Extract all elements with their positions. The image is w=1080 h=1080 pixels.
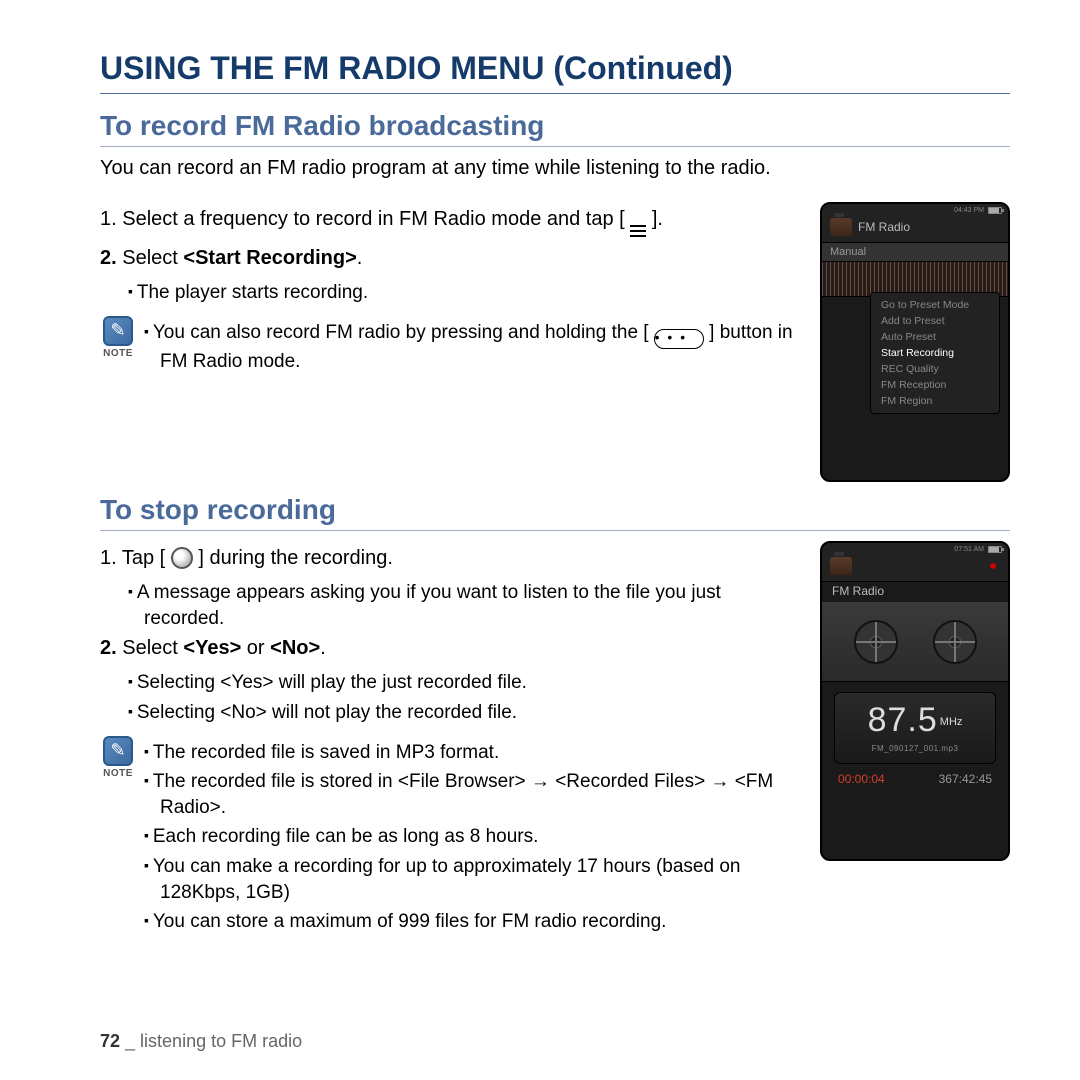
note-icon: ✎ xyxy=(103,736,133,766)
device1-context-menu: Go to Preset Mode Add to Preset Auto Pre… xyxy=(870,292,1000,414)
step-2-num: 2. xyxy=(100,247,122,269)
step-1: 1. Select a frequency to record in FM Ra… xyxy=(100,208,802,237)
stop-bullet-2: Selecting <Yes> will play the just recor… xyxy=(100,670,802,696)
recording-indicator-icon xyxy=(990,563,996,569)
section-stop-title: To stop recording xyxy=(100,494,1010,531)
frequency-panel: 87.5MHz FM_090127_001.mp3 xyxy=(834,692,996,764)
radio-icon xyxy=(830,557,852,575)
stop-step-2-select: Select xyxy=(122,637,183,659)
elapsed-time: 00:00:04 xyxy=(838,772,885,786)
device2-time: 07:51 AM xyxy=(954,546,984,553)
footer-sep: _ xyxy=(120,1031,140,1051)
note-1-text: You can also record FM radio by pressing… xyxy=(144,320,802,375)
stop-step-2-dot: . xyxy=(320,637,326,659)
stop-step-2-or: or xyxy=(241,637,270,659)
cassette-reel-icon xyxy=(854,620,898,664)
stop-bullet-3: Selecting <No> will not play the recorde… xyxy=(100,700,802,726)
step-2-bullet: The player starts recording. xyxy=(100,280,802,306)
note2-item: You can store a maximum of 999 files for… xyxy=(144,909,802,935)
page-title: USING THE FM RADIO MENU (Continued) xyxy=(100,50,1010,94)
device-screenshot-menu: 04:43 PM FM Radio Manual Go to Preset Mo… xyxy=(820,202,1010,482)
note-label: NOTE xyxy=(103,348,133,359)
recording-times: 00:00:04 367:42:45 xyxy=(822,770,1008,796)
note2-item: Each recording file can be as long as 8 … xyxy=(144,824,802,850)
step-1-text-b: ]. xyxy=(646,208,663,230)
note-label: NOTE xyxy=(103,768,133,779)
section-record-intro: You can record an FM radio program at an… xyxy=(100,157,1010,180)
stop-step-2-no: <No> xyxy=(270,637,320,659)
stop-step-1: 1. Tap [ ] during the recording. xyxy=(100,547,802,570)
menu-item[interactable]: Go to Preset Mode xyxy=(871,297,999,313)
footer-text: listening to FM radio xyxy=(140,1031,302,1051)
menu-item[interactable]: REC Quality xyxy=(871,361,999,377)
cassette-reel-icon xyxy=(933,620,977,664)
radio-icon xyxy=(830,218,852,236)
step-2: 2. Select <Start Recording>. xyxy=(100,247,802,270)
page-footer: 72 _ listening to FM radio xyxy=(100,1031,302,1052)
device1-time: 04:43 PM xyxy=(954,207,984,214)
recording-filename: FM_090127_001.mp3 xyxy=(835,744,995,753)
cassette-graphic xyxy=(822,602,1008,682)
device-screenshot-recording: 07:51 AM FM Radio 87.5MHz FM_090127_001.… xyxy=(820,541,1010,861)
menu-item[interactable]: FM Region xyxy=(871,393,999,409)
stop-bullet-1: A message appears asking you if you want… xyxy=(100,580,802,631)
device1-title: FM Radio xyxy=(858,220,910,234)
menu-item[interactable]: Auto Preset xyxy=(871,329,999,345)
battery-icon xyxy=(988,546,1002,553)
note2-item: The recorded file is saved in MP3 format… xyxy=(144,740,802,766)
frequency-unit: MHz xyxy=(940,716,963,728)
note-block-2: ✎ NOTE The recorded file is saved in MP3… xyxy=(100,736,802,939)
note2-item: You can make a recording for up to appro… xyxy=(144,854,802,905)
stop-step-1b: ] during the recording. xyxy=(193,547,393,569)
step-2-label: <Start Recording> xyxy=(183,247,356,269)
stop-step-2-num: 2. xyxy=(100,637,122,659)
section-record-title: To record FM Radio broadcasting xyxy=(100,110,1010,147)
menu-item[interactable]: Add to Preset xyxy=(871,313,999,329)
device1-mode: Manual xyxy=(822,243,1008,261)
battery-icon xyxy=(988,207,1002,214)
stop-button-icon xyxy=(171,547,193,569)
menu-icon xyxy=(630,225,646,237)
hold-button-icon: • • • xyxy=(654,329,704,349)
step-2-dot: . xyxy=(357,247,363,269)
page-number: 72 xyxy=(100,1031,120,1051)
step-1-text-a: 1. Select a frequency to record in FM Ra… xyxy=(100,208,630,230)
device2-title: FM Radio xyxy=(822,582,1008,602)
frequency-value: 87.5 xyxy=(868,701,938,739)
stop-step-2: 2. Select <Yes> or <No>. xyxy=(100,637,802,660)
menu-item-highlighted[interactable]: Start Recording xyxy=(871,345,999,361)
remaining-time: 367:42:45 xyxy=(939,772,992,786)
note2-item: The recorded file is stored in <File Bro… xyxy=(144,769,802,820)
step-2-select: Select xyxy=(122,247,183,269)
note-icon: ✎ xyxy=(103,316,133,346)
stop-step-2-yes: <Yes> xyxy=(183,637,241,659)
menu-item[interactable]: FM Reception xyxy=(871,377,999,393)
note-1-a: You can also record FM radio by pressing… xyxy=(153,322,654,343)
note-block-1: ✎ NOTE You can also record FM radio by p… xyxy=(100,316,802,379)
stop-step-1a: 1. Tap [ xyxy=(100,547,171,569)
